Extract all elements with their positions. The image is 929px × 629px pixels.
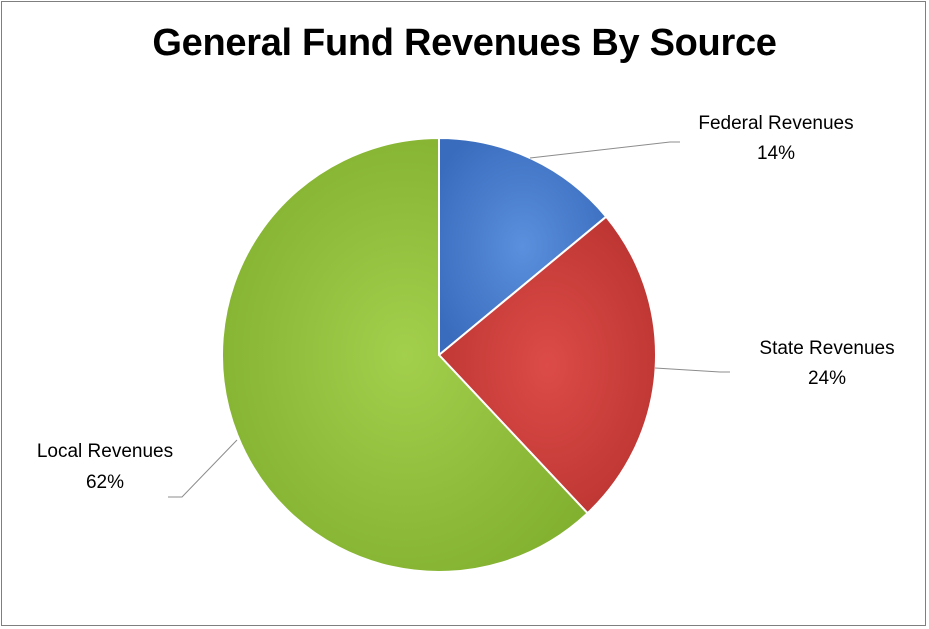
chart-title: General Fund Revenues By Source bbox=[152, 22, 777, 64]
leader-line-state-revenues bbox=[654, 367, 730, 373]
slice-label-name: Local Revenues bbox=[37, 441, 173, 462]
slice-label-value: 62% bbox=[86, 472, 124, 493]
leader-line-local-revenues bbox=[168, 439, 238, 498]
leader-line-federal-revenues bbox=[529, 141, 680, 159]
pie-slice-local-revenues bbox=[221, 136, 589, 573]
slice-label-value: 24% bbox=[808, 368, 846, 389]
pie-slice-federal-revenues bbox=[438, 136, 608, 358]
pie-slice-state-revenues bbox=[437, 215, 657, 515]
slice-label-value: 14% bbox=[757, 143, 795, 164]
slice-label-name: Federal Revenues bbox=[698, 113, 853, 134]
slice-label-name: State Revenues bbox=[759, 338, 894, 359]
